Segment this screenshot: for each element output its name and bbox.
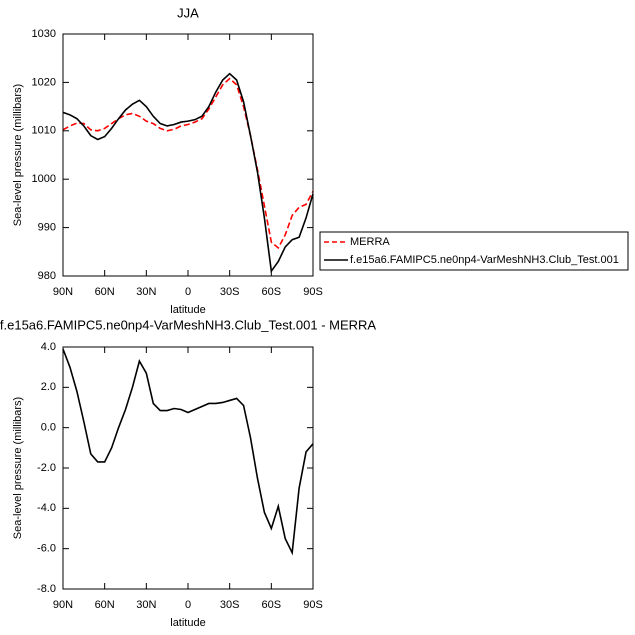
x-tick-label: 90S (303, 599, 323, 611)
chart-title: JJA (177, 5, 199, 20)
x-tick-label: 60N (95, 599, 115, 611)
x-tick-label: 30S (220, 599, 240, 611)
y-tick-label: 990 (38, 222, 56, 234)
x-tick-label: 30N (136, 599, 156, 611)
x-tick-label: 60S (262, 599, 282, 611)
x-tick-label: 60S (262, 286, 282, 298)
y-tick-label: 1030 (32, 28, 56, 40)
data-line (62, 348, 314, 556)
plot-frame (62, 346, 314, 590)
y-tick-label: 1010 (32, 125, 56, 137)
x-axis-label: latitude (170, 617, 205, 629)
y-tick-label: -6.0 (37, 543, 56, 555)
y-tick-label: -8.0 (37, 583, 56, 595)
x-tick-label: 0 (185, 599, 191, 611)
plot-frame (62, 33, 314, 277)
y-tick-label: 4.0 (41, 341, 56, 353)
y-tick-label: 1020 (32, 76, 56, 88)
x-tick-label: 60N (95, 286, 115, 298)
x-axis-label: latitude (170, 304, 205, 316)
y-tick-label: 980 (38, 270, 56, 282)
legend-label: f.e15a6.FAMIPC5.ne0np4-VarMeshNH3.Club_T… (350, 254, 619, 266)
y-tick-label: 0.0 (41, 422, 56, 434)
y-tick-label: 2.0 (41, 381, 56, 393)
x-tick-label: 90N (53, 599, 73, 611)
y-tick-label: 1000 (32, 173, 56, 185)
legend-label: MERRA (350, 236, 390, 248)
data-line (62, 77, 314, 250)
x-tick-label: 90N (53, 286, 73, 298)
x-tick-label: 30N (136, 286, 156, 298)
legend-box (319, 231, 629, 271)
y-axis-label: Sea-level pressure (millibars) (12, 397, 24, 539)
y-tick-label: -4.0 (37, 502, 56, 514)
x-tick-label: 0 (185, 286, 191, 298)
y-axis-label: Sea-level pressure (millibars) (12, 84, 24, 226)
chart-title: f.e15a6.FAMIPC5.ne0np4-VarMeshNH3.Club_T… (0, 317, 376, 332)
chart-panel: f.e15a6.FAMIPC5.ne0np4-VarMeshNH3.Club_T… (0, 317, 376, 628)
x-tick-label: 30S (220, 286, 240, 298)
data-line (62, 72, 314, 274)
y-tick-label: -2.0 (37, 462, 56, 474)
chart-panel: JJA latitude Sea-level pressure (millibars… (12, 5, 629, 316)
x-tick-label: 90S (303, 286, 323, 298)
